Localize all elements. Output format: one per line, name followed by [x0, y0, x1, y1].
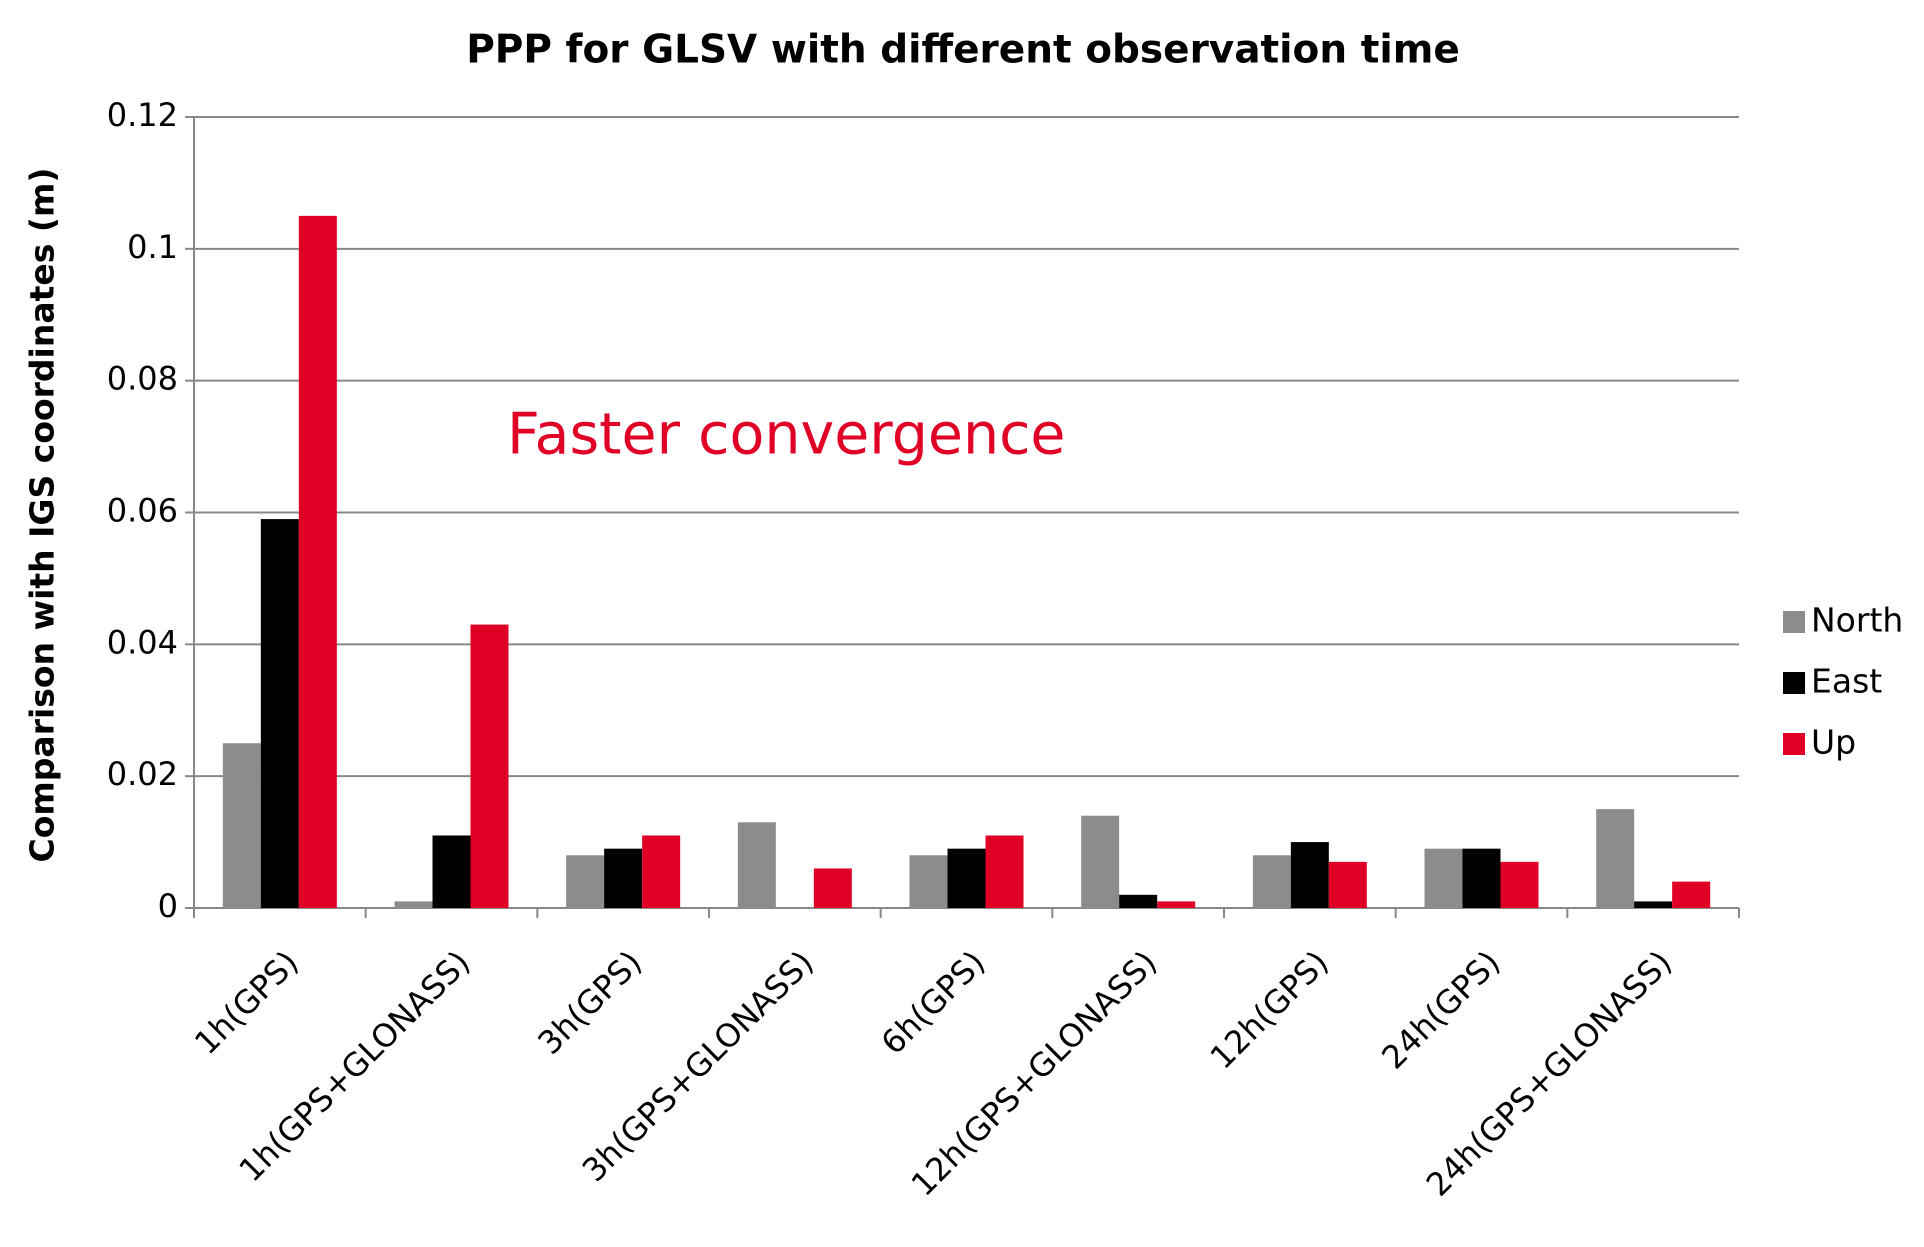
bar [985, 835, 1024, 908]
bar [1328, 861, 1367, 908]
bar [566, 855, 605, 908]
bar [909, 855, 948, 908]
x-tick-label: 24h(GPS) [1374, 943, 1507, 1076]
bar [1596, 809, 1635, 908]
x-tick-label: 12h(GPS) [1203, 943, 1336, 1076]
y-tick-label: 0.12 [107, 96, 178, 134]
x-tick-label: 3h(GPS) [530, 943, 649, 1062]
legend-label: North [1811, 601, 1903, 640]
legend-label: Up [1811, 723, 1856, 762]
bar [1290, 842, 1329, 908]
y-axis-label: Comparison with IGS coordinates (m) [23, 168, 62, 863]
y-tick-label: 0.06 [107, 492, 178, 530]
legend-swatch [1783, 611, 1805, 633]
bar [394, 901, 433, 908]
x-tick-label: 1h(GPS) [187, 943, 306, 1062]
y-tick-label: 0.02 [107, 755, 178, 793]
bar [1672, 881, 1711, 908]
bar [604, 848, 643, 908]
bar [432, 835, 471, 908]
legend-swatch [1783, 672, 1805, 694]
bar [1424, 848, 1463, 908]
bar [1462, 848, 1501, 908]
bar [947, 848, 986, 908]
bar [222, 743, 261, 908]
bar [298, 215, 337, 908]
bar [470, 624, 509, 908]
legend-swatch [1783, 733, 1805, 755]
y-tick-label: 0 [158, 887, 178, 925]
bar [1500, 861, 1539, 908]
y-tick-label: 0.08 [107, 360, 178, 398]
annotation: Faster convergence [507, 402, 1066, 468]
y-tick-label: 0.1 [127, 228, 178, 266]
chart-title: PPP for GLSV with different observation … [466, 28, 1460, 73]
bar [642, 835, 681, 908]
bar [1081, 815, 1120, 908]
legend-label: East [1811, 662, 1882, 701]
bar [1634, 901, 1673, 908]
bar [1252, 855, 1291, 908]
bar [1119, 894, 1158, 908]
bar [813, 868, 852, 908]
bar [1157, 901, 1196, 908]
y-tick-label: 0.04 [107, 623, 178, 661]
bar [260, 519, 299, 908]
bar [737, 822, 776, 908]
x-tick-label: 6h(GPS) [874, 943, 993, 1062]
